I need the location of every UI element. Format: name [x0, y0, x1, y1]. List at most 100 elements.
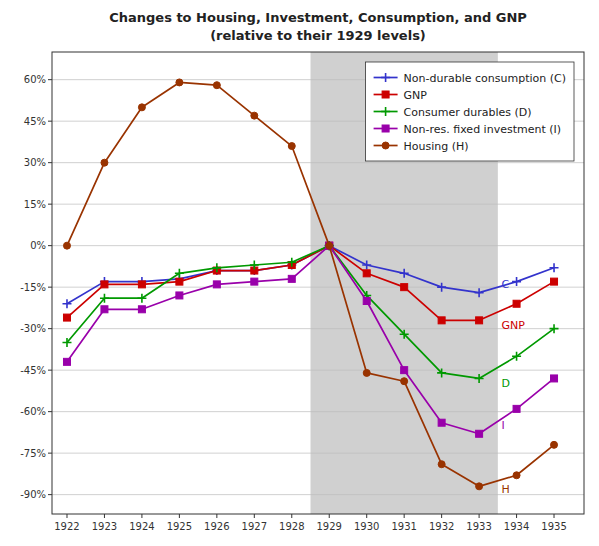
plot-frame — [52, 52, 584, 514]
legend-marker — [382, 142, 389, 149]
point — [176, 79, 183, 86]
title: Changes to Housing, Investment, Consumpt… — [109, 10, 527, 25]
point — [550, 263, 559, 272]
plot-area — [52, 52, 584, 514]
point — [438, 317, 445, 324]
y-tick-label: -30% — [20, 323, 46, 334]
legend-marker — [382, 125, 389, 132]
y-tick-label: -90% — [20, 489, 46, 500]
legend-label: Non-durable consumption (C) — [404, 72, 566, 85]
legend-item: Consumer durables (D) — [374, 106, 532, 119]
y-tick-label: 15% — [24, 199, 46, 210]
y-tick-label: -60% — [20, 406, 46, 417]
point — [325, 241, 334, 250]
point — [363, 297, 370, 304]
point — [101, 306, 108, 313]
y-tick — [48, 121, 52, 122]
chart: Changes to Housing, Investment, Consumpt… — [0, 0, 599, 546]
x-tick — [554, 514, 555, 518]
y-tick — [48, 453, 52, 454]
x-tick-label: 1935 — [541, 521, 566, 532]
grid-line — [52, 204, 584, 205]
grid-line — [52, 453, 584, 454]
point — [550, 324, 559, 333]
x-tick — [141, 514, 142, 518]
point — [175, 269, 184, 278]
x-tick — [404, 514, 405, 518]
x-tick-label: 1929 — [317, 521, 342, 532]
x-tick-label: 1924 — [129, 521, 154, 532]
point — [251, 278, 258, 285]
annotations: CGNPDIH — [502, 278, 526, 496]
x-tick-label: 1925 — [167, 521, 192, 532]
point — [475, 288, 484, 297]
x-tick — [254, 514, 255, 518]
point — [62, 338, 71, 347]
legend-item: Housing (H) — [374, 140, 469, 153]
point — [438, 419, 445, 426]
x-tick — [441, 514, 442, 518]
point — [63, 314, 70, 321]
point — [63, 242, 70, 249]
legend-item: GNP — [374, 89, 428, 102]
point — [363, 369, 370, 376]
point — [63, 358, 70, 365]
point — [551, 278, 558, 285]
legend-label: Non-res. fixed investment (I) — [404, 123, 561, 136]
point — [400, 330, 409, 339]
grid-line — [52, 411, 584, 412]
y-tick — [48, 328, 52, 329]
point — [476, 483, 483, 490]
x-tick — [479, 514, 480, 518]
point — [138, 306, 145, 313]
point — [137, 294, 146, 303]
point — [326, 242, 333, 249]
legend-item: Non-res. fixed investment (I) — [374, 123, 561, 136]
x-tick-label: 1922 — [54, 521, 79, 532]
x-tick — [216, 514, 217, 518]
legend: Non-durable consumption (C) GNP Consumer d… — [366, 62, 574, 161]
point — [551, 375, 558, 382]
x-tick — [104, 514, 105, 518]
y-tick — [48, 79, 52, 80]
point — [437, 283, 446, 292]
point — [138, 281, 145, 288]
x-tick-label: 1930 — [354, 521, 379, 532]
y-tick-label: -75% — [20, 448, 46, 459]
x-tick-label: 1927 — [242, 521, 267, 532]
point — [62, 299, 71, 308]
x-tick — [66, 514, 67, 518]
point — [101, 281, 108, 288]
x-tick — [329, 514, 330, 518]
point — [476, 430, 483, 437]
point — [288, 143, 295, 150]
point — [401, 378, 408, 385]
point — [400, 269, 409, 278]
series-line — [67, 246, 554, 434]
y-tick-label: 30% — [24, 157, 46, 168]
annotation: H — [502, 483, 510, 496]
x-tick-label: 1932 — [429, 521, 454, 532]
y-tick — [48, 162, 52, 163]
x-tick-label: 1923 — [92, 521, 117, 532]
y-tick-label: -45% — [20, 365, 46, 376]
annotation: D — [502, 377, 510, 390]
x-tick-label: 1926 — [204, 521, 229, 532]
legend-frame — [366, 62, 574, 161]
subtitle: (relative to their 1929 levels) — [210, 28, 426, 43]
y-tick — [48, 411, 52, 412]
y-tick-label: 45% — [24, 116, 46, 127]
point — [437, 368, 446, 377]
point — [288, 275, 295, 282]
point — [362, 261, 371, 270]
y-tick-label: -15% — [20, 282, 46, 293]
y-tick — [48, 204, 52, 205]
point — [401, 367, 408, 374]
point — [212, 263, 221, 272]
legend-item: Non-durable consumption (C) — [374, 72, 566, 85]
x-tick-label: 1934 — [504, 521, 529, 532]
point — [476, 317, 483, 324]
point — [251, 112, 258, 119]
series — [63, 242, 557, 437]
x-tick — [366, 514, 367, 518]
